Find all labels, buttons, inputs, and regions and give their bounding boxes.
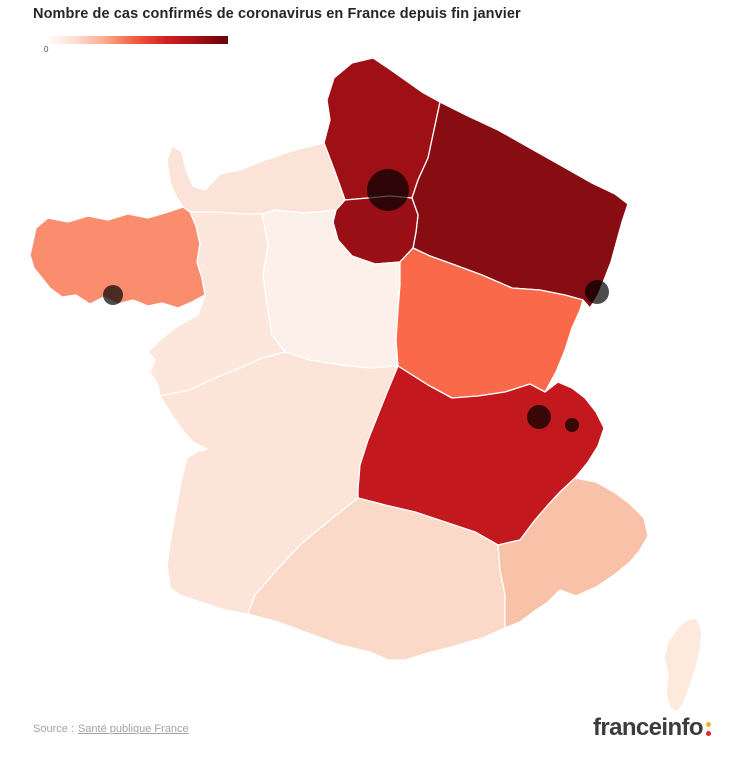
franceinfo-logo: franceinfo — [593, 714, 711, 742]
region-normandie[interactable] — [166, 142, 346, 215]
chart-title: Nombre de cas confirmés de coronavirus e… — [33, 6, 521, 22]
case-cluster-alsace — [585, 280, 609, 304]
source-prefix: Source : — [33, 723, 74, 735]
legend-min-label: 0 — [44, 45, 49, 54]
case-cluster-rhone-alpes-petit — [565, 418, 579, 432]
color-scale-legend: 0 — [44, 36, 228, 54]
brand-colon-top-dot — [706, 722, 711, 727]
region-bourgogne-franche-comte[interactable] — [395, 247, 584, 399]
case-cluster-rhone-alpes-grand — [527, 405, 551, 429]
brand-colon-icon — [706, 719, 711, 737]
case-cluster-ile-de-france — [367, 169, 409, 211]
brand-wordmark: franceinfo — [592, 714, 704, 741]
region-bretagne[interactable] — [29, 206, 206, 309]
region-occitanie[interactable] — [247, 497, 506, 661]
source-line: Source : Santé publique France — [33, 723, 189, 735]
region-provence-alpes-cote-d-azur[interactable] — [497, 477, 649, 629]
source-link[interactable]: Santé publique France — [77, 723, 189, 735]
region-corse[interactable] — [663, 617, 703, 713]
brand-colon-bottom-dot — [706, 731, 711, 736]
legend-gradient-bar — [44, 36, 228, 44]
case-cluster-bretagne — [103, 285, 123, 305]
